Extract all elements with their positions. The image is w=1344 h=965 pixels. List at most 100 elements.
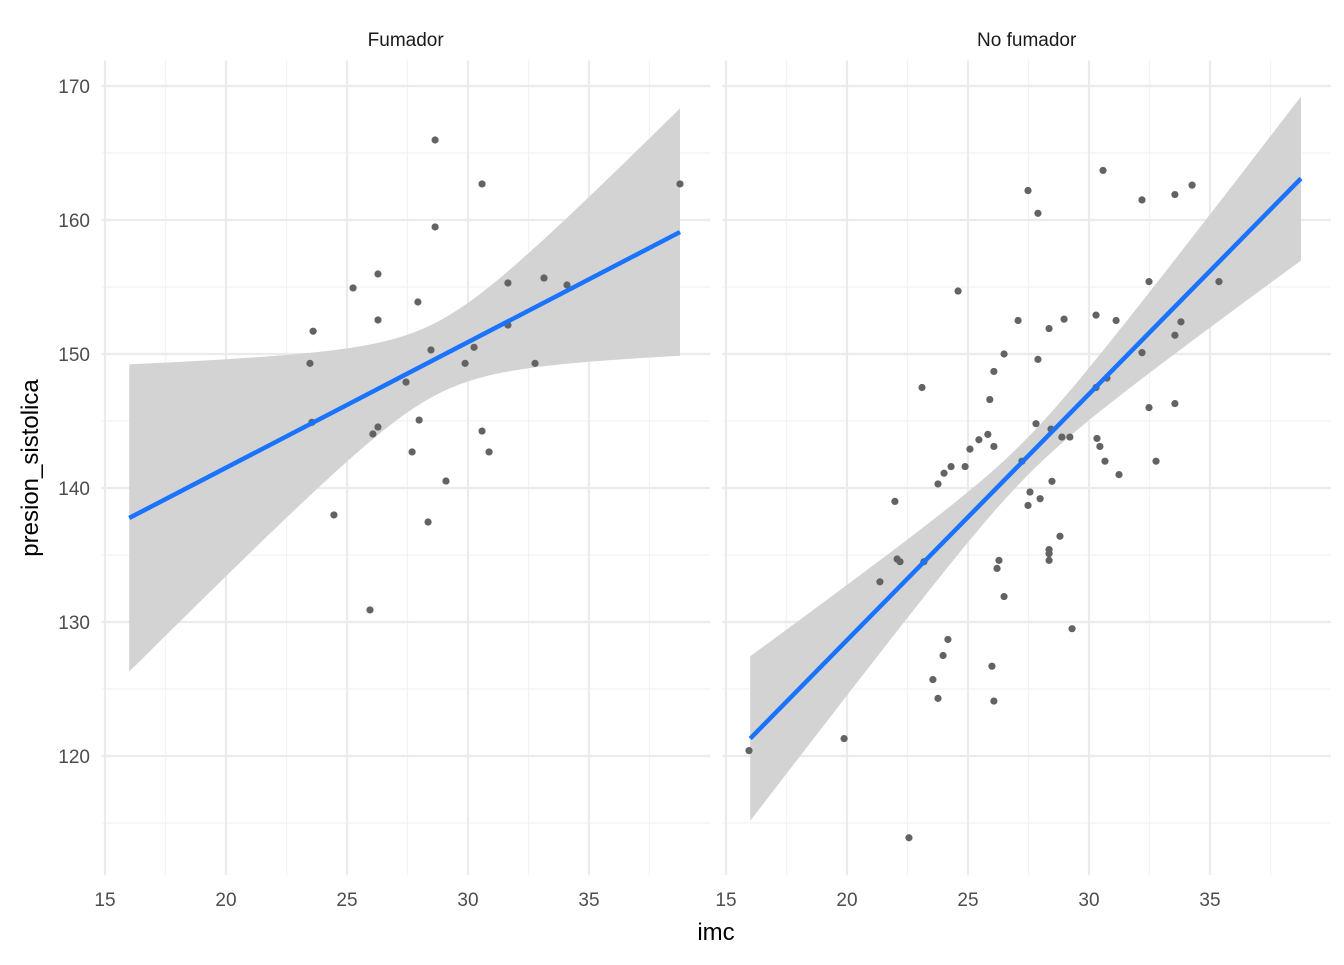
data-point bbox=[1145, 278, 1153, 286]
data-point bbox=[374, 316, 382, 324]
data-point bbox=[1215, 278, 1223, 286]
x-axis-title: imc bbox=[697, 919, 734, 946]
y-tick-label: 160 bbox=[58, 211, 90, 232]
data-point bbox=[306, 359, 314, 367]
data-point bbox=[415, 416, 423, 424]
facet-panel-0: Fumador 15 20 25 30 35 120 130 140 150 160 170 bbox=[58, 30, 710, 911]
data-point bbox=[1171, 399, 1179, 408]
x-tick-label: 35 bbox=[1199, 890, 1220, 911]
data-point bbox=[402, 378, 410, 386]
data-point bbox=[1099, 166, 1107, 175]
data-point bbox=[1068, 625, 1076, 633]
data-point bbox=[504, 279, 512, 287]
y-tick-label: 150 bbox=[58, 345, 90, 366]
data-point bbox=[1048, 477, 1056, 485]
data-point bbox=[1093, 434, 1101, 443]
data-point bbox=[1177, 318, 1185, 326]
confidence-band bbox=[129, 108, 680, 672]
y-tick-label: 170 bbox=[58, 77, 90, 98]
data-point bbox=[1000, 592, 1008, 601]
data-point bbox=[442, 477, 450, 485]
data-point bbox=[1171, 190, 1179, 199]
data-point bbox=[954, 287, 962, 295]
facet-panel-1: No fumador 15 20 25 30 35 bbox=[715, 30, 1331, 911]
data-point bbox=[374, 423, 382, 431]
x-tick-label: 30 bbox=[457, 890, 478, 911]
data-point bbox=[330, 511, 338, 519]
data-point bbox=[1045, 550, 1053, 558]
data-point bbox=[1032, 420, 1040, 428]
data-point bbox=[309, 327, 317, 335]
data-point bbox=[374, 270, 382, 278]
x-tick-label: 15 bbox=[94, 890, 115, 911]
data-point bbox=[1152, 457, 1160, 465]
data-point bbox=[990, 367, 998, 376]
data-point bbox=[531, 359, 539, 367]
data-point bbox=[990, 442, 998, 451]
x-tick-label: 15 bbox=[715, 890, 736, 911]
data-point bbox=[947, 462, 955, 471]
x-tick-label: 35 bbox=[578, 890, 599, 911]
x-tick-label: 30 bbox=[1078, 890, 1099, 911]
data-point bbox=[1092, 311, 1100, 319]
data-point bbox=[1000, 350, 1008, 358]
regression-line bbox=[748, 176, 1303, 741]
data-point bbox=[366, 606, 374, 614]
data-point bbox=[408, 448, 416, 456]
data-point bbox=[840, 734, 848, 743]
data-point bbox=[990, 697, 998, 705]
data-point bbox=[349, 284, 357, 292]
x-tick-label: 20 bbox=[836, 890, 857, 911]
data-point bbox=[427, 346, 435, 354]
data-point bbox=[1096, 442, 1104, 451]
data-point bbox=[1034, 355, 1042, 363]
data-point bbox=[896, 558, 904, 566]
regression-line bbox=[128, 230, 682, 521]
data-point bbox=[1066, 433, 1074, 441]
data-point bbox=[1171, 331, 1179, 339]
data-point bbox=[986, 395, 994, 404]
x-tick-label: 25 bbox=[957, 890, 978, 911]
data-point bbox=[431, 136, 439, 144]
data-point bbox=[1056, 532, 1064, 540]
data-point bbox=[563, 281, 571, 289]
data-point bbox=[905, 834, 913, 842]
data-point bbox=[966, 445, 974, 453]
data-point bbox=[961, 462, 969, 471]
data-point bbox=[1145, 404, 1153, 412]
data-point bbox=[1115, 471, 1123, 479]
data-point bbox=[1138, 349, 1146, 357]
data-point bbox=[461, 359, 469, 367]
y-tick-label: 140 bbox=[58, 479, 90, 500]
data-point bbox=[1024, 186, 1032, 195]
data-point bbox=[540, 274, 548, 282]
facet-strip-label: No fumador bbox=[977, 30, 1077, 51]
data-point bbox=[984, 430, 992, 438]
data-point bbox=[1026, 488, 1034, 496]
data-point bbox=[369, 430, 377, 438]
data-point bbox=[1101, 457, 1109, 465]
data-point bbox=[1036, 495, 1044, 503]
data-point bbox=[1060, 315, 1068, 323]
x-tick-label: 20 bbox=[215, 890, 236, 911]
data-point bbox=[944, 635, 952, 644]
data-point bbox=[934, 694, 942, 702]
data-point bbox=[876, 578, 884, 586]
data-point bbox=[470, 343, 478, 351]
data-point bbox=[975, 436, 983, 444]
data-point bbox=[676, 180, 684, 188]
data-point bbox=[891, 497, 899, 505]
data-point bbox=[1138, 196, 1146, 204]
data-point bbox=[988, 662, 996, 670]
data-point bbox=[424, 518, 432, 526]
data-point bbox=[1034, 209, 1042, 217]
data-point bbox=[414, 298, 422, 306]
data-point bbox=[929, 676, 937, 684]
data-point bbox=[1188, 181, 1196, 189]
data-point bbox=[478, 427, 486, 435]
data-point bbox=[431, 223, 439, 231]
data-point bbox=[745, 747, 753, 755]
y-tick-label: 120 bbox=[58, 747, 90, 768]
data-point bbox=[1112, 316, 1120, 325]
x-tick-label: 25 bbox=[336, 890, 357, 911]
